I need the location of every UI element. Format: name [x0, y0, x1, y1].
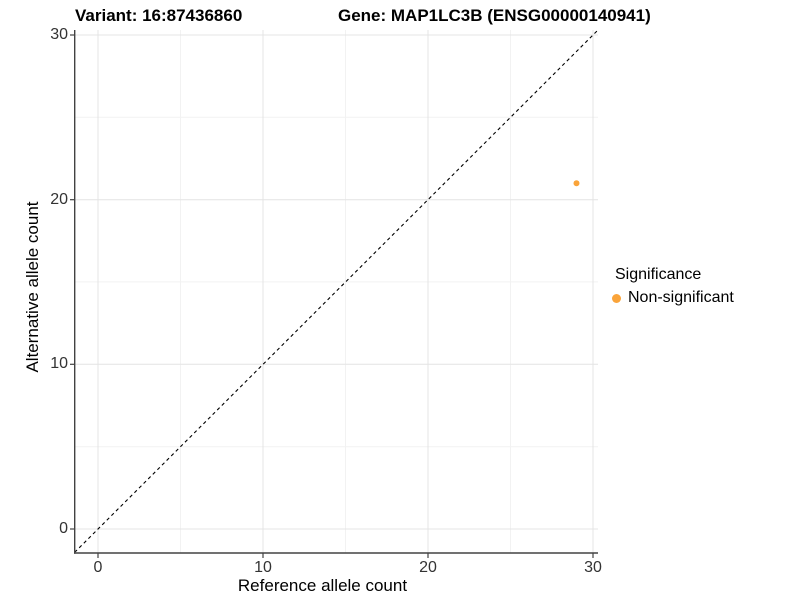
- data-point: [573, 180, 580, 187]
- y-tick-label-20: 20: [50, 191, 68, 208]
- y-tick-label-0: 0: [59, 520, 68, 537]
- y-tick-label-10: 10: [50, 355, 68, 372]
- gene-title: Gene: MAP1LC3B (ENSG00000140941): [338, 6, 651, 25]
- legend: Significance Non-significant: [612, 266, 734, 307]
- y-tick-label-30: 30: [50, 26, 68, 43]
- grid-major: [75, 30, 598, 553]
- x-tick-label-10: 10: [254, 559, 272, 576]
- legend-point-icon: [612, 293, 621, 303]
- variant-title: Variant: 16:87436860: [75, 6, 243, 25]
- x-tick-marks: [97, 553, 594, 558]
- identity-reference-line: [74, 29, 599, 553]
- grid-minor: [75, 30, 598, 553]
- x-tick-label-20: 20: [419, 559, 437, 576]
- x-axis-title: Reference allele count: [237, 576, 408, 595]
- legend-item-non-significant: Non-significant: [612, 289, 734, 307]
- y-axis-title: Alternative allele count: [23, 201, 42, 373]
- legend-title: Significance: [615, 266, 702, 283]
- x-tick-label-0: 0: [93, 559, 103, 576]
- legend-item-label: Non-significant: [628, 289, 734, 306]
- x-tick-label-30: 30: [584, 559, 602, 576]
- y-tick-marks: [70, 34, 75, 530]
